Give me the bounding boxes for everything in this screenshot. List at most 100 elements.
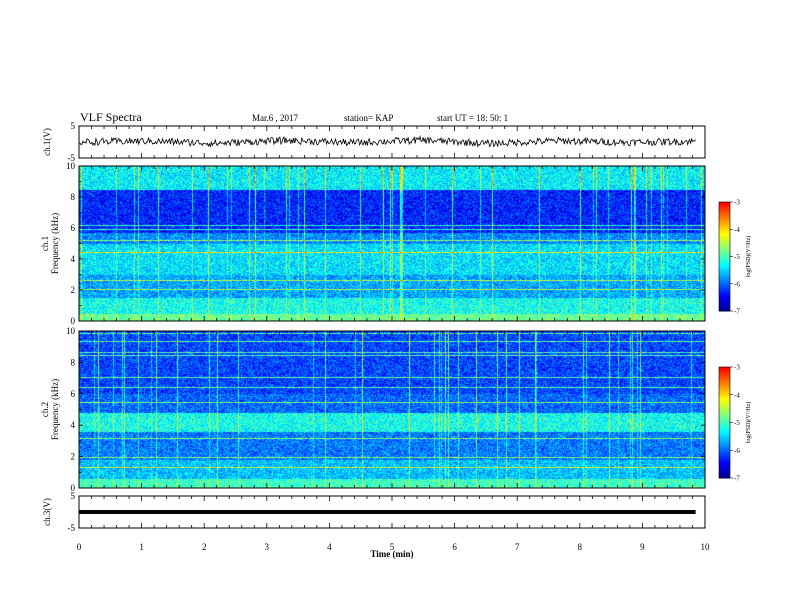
ch1-spectrogram-image xyxy=(79,166,705,321)
ch2-colorbar-step xyxy=(719,385,730,388)
ch2-colorbar-tick-label: -4 xyxy=(734,391,740,399)
ch1-colorbar-step xyxy=(719,212,730,216)
ch1-colorbar-step xyxy=(719,281,730,285)
ch2-colorbar-step xyxy=(719,372,730,375)
ch2-colorbar-step xyxy=(719,396,730,399)
ch1-colorbar-step xyxy=(719,207,730,210)
ch2-colorbar-step xyxy=(719,435,730,438)
ch1-colorbar-step xyxy=(719,280,730,283)
ch2-colorbar-step xyxy=(719,407,730,411)
ch1-colorbar-step xyxy=(719,296,730,299)
ch1-colorbar-step xyxy=(719,214,730,218)
ch1-colorbar-step xyxy=(719,243,730,247)
ch3-waveform-ylabel-group: ch.3(V) xyxy=(42,498,52,526)
ch1-colorbar-step xyxy=(719,238,730,241)
ch2-colorbar-step xyxy=(719,368,730,372)
ch1-spectrogram-ytick-label: 10 xyxy=(66,161,76,171)
ch2-spectrogram-ytick-label: 0 xyxy=(71,483,76,493)
ch1-colorbar-step xyxy=(719,283,730,287)
ch1-colorbar-step xyxy=(719,218,730,221)
ch1-colorbar-step xyxy=(719,276,730,279)
ch1-colorbar-step xyxy=(719,234,730,238)
ch1-colorbar-step xyxy=(719,301,730,305)
ch1-colorbar-label: log(PSD)(V²/Hz) xyxy=(745,236,752,277)
ch1-colorbar-step xyxy=(719,249,730,252)
ch2-colorbar-step xyxy=(719,448,730,451)
ch1-colorbar-step xyxy=(719,247,730,250)
ch1-spectrogram-ytick-label: 6 xyxy=(71,223,76,233)
ch2-colorbar-step xyxy=(719,405,730,409)
ch1-waveform-ytick-label: -5 xyxy=(68,153,76,163)
ch2-colorbar-step xyxy=(719,391,730,394)
ch2-colorbar-step xyxy=(719,433,730,436)
ch1-colorbar-step xyxy=(719,225,730,228)
ch2-colorbar-step xyxy=(719,387,730,390)
ch1-colorbar-step xyxy=(719,272,730,276)
ch1-waveform-ylabel-group: ch.1(V) xyxy=(42,128,52,156)
ch2-colorbar-step xyxy=(719,422,730,425)
ch1-colorbar-tick-label: -3 xyxy=(734,199,740,207)
ch2-colorbar-step xyxy=(719,466,730,470)
ch1-colorbar-step xyxy=(719,252,730,256)
ch1-colorbar-label-group: log(PSD)(V²/Hz) xyxy=(745,236,752,277)
x-tick-label: 10 xyxy=(701,542,711,552)
ch1-colorbar-step xyxy=(719,203,730,207)
ch2-colorbar-step xyxy=(719,404,730,407)
x-tick-label: 3 xyxy=(265,542,270,552)
ch1-colorbar-step xyxy=(719,307,730,310)
ch1-waveform-ytick-label: 5 xyxy=(71,121,76,131)
ch2-colorbar-step xyxy=(719,465,730,468)
ch2-colorbar-step xyxy=(719,455,730,459)
x-axis-label: Time (min) xyxy=(370,549,413,559)
ch2-colorbar-step xyxy=(719,476,730,479)
ch2-colorbar-step xyxy=(719,442,730,446)
ch2-colorbar-step xyxy=(719,452,730,455)
ch2-colorbar-tick-label: -5 xyxy=(734,419,740,427)
ch3-waveform-ytick-label: 5 xyxy=(71,491,76,501)
ch1-colorbar-step xyxy=(719,236,730,239)
ch2-colorbar-label-group: log(PSD)(V²/Hz) xyxy=(745,402,752,443)
x-tick-label: 7 xyxy=(515,542,520,552)
ch2-colorbar-tick-label: -3 xyxy=(734,364,740,372)
ch2-colorbar-step xyxy=(719,428,730,431)
ch1-colorbar-tick-label: -6 xyxy=(734,280,740,288)
ch2-colorbar-step xyxy=(719,383,730,386)
ch1-colorbar-step xyxy=(719,223,730,227)
start-time-label: start UT = 18: 50: 1 xyxy=(437,113,509,123)
ch1-spectrogram-channel-label: ch.1 xyxy=(40,236,50,251)
ch2-colorbar-step xyxy=(719,468,730,472)
ch2-colorbar-step xyxy=(719,437,730,440)
ch2-spectrogram-ytick-label: 4 xyxy=(71,420,76,430)
ch1-colorbar-tick-label: -4 xyxy=(734,226,740,234)
ch2-colorbar-step xyxy=(719,378,730,381)
ch2-colorbar-step xyxy=(719,446,730,449)
ch2-colorbar-step xyxy=(719,370,730,374)
ch2-spectrogram-ylabel-group: ch.2 Frequency (kHz) xyxy=(40,379,60,440)
ch2-colorbar-step xyxy=(719,472,730,475)
date-label: Mar.6 , 2017 xyxy=(252,113,298,123)
ch2-colorbar-step xyxy=(719,459,730,462)
ch1-colorbar-step xyxy=(719,260,730,263)
ch2-colorbar-step xyxy=(719,450,730,453)
ch2-colorbar-tick-label: -7 xyxy=(734,475,740,483)
ch2-colorbar-step xyxy=(719,453,730,457)
ch1-colorbar-step xyxy=(719,216,730,219)
ch2-colorbar-step xyxy=(719,381,730,385)
ch1-colorbar-step xyxy=(719,211,730,214)
ch1-colorbar-step xyxy=(719,231,730,234)
ch2-colorbar-step xyxy=(719,398,730,401)
ch2-colorbar-step xyxy=(719,474,730,477)
ch1-colorbar-step xyxy=(719,300,730,303)
ch2-colorbar-step xyxy=(719,409,730,412)
ch2-colorbar-step xyxy=(719,418,730,422)
ch2-colorbar-step xyxy=(719,379,730,383)
ch1-colorbar-step xyxy=(719,292,730,296)
ch2-colorbar-step xyxy=(719,367,730,370)
ch2-colorbar-step xyxy=(719,411,730,414)
ch2-colorbar-step xyxy=(719,429,730,433)
ch2-spectrogram-ytick-label: 8 xyxy=(71,357,76,367)
ch1-spectrogram-ytick-label: 4 xyxy=(71,254,76,264)
ch1-colorbar-step xyxy=(719,256,730,259)
ch3-waveform-line xyxy=(79,510,696,514)
ch2-colorbar-label: log(PSD)(V²/Hz) xyxy=(745,402,752,443)
